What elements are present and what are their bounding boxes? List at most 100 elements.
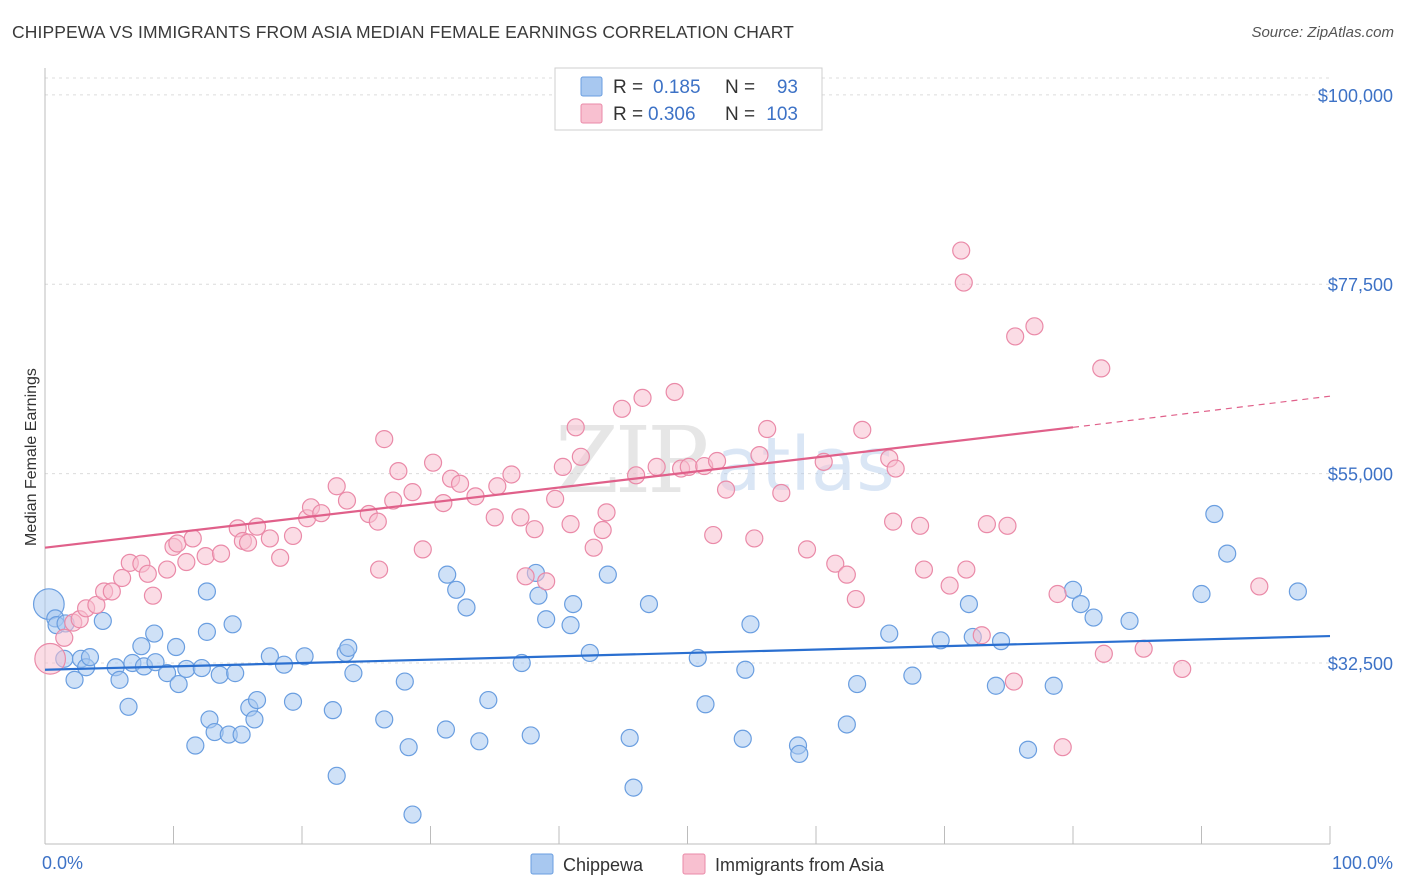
asia-point bbox=[571, 447, 590, 466]
chippewa-point bbox=[375, 710, 394, 729]
chippewa-point bbox=[232, 725, 251, 744]
asia-point bbox=[704, 525, 723, 545]
chippewa-point bbox=[986, 676, 1006, 695]
chippewa-point bbox=[197, 622, 217, 641]
chippewa-point bbox=[132, 637, 151, 656]
chippewa-point bbox=[395, 672, 414, 691]
asia-point bbox=[647, 457, 666, 476]
asia-point bbox=[271, 548, 290, 567]
chippewa-point bbox=[598, 565, 617, 584]
chippewa-point bbox=[245, 710, 264, 729]
asia-point bbox=[977, 515, 997, 534]
chippewa-point bbox=[848, 674, 867, 694]
asia-point bbox=[826, 554, 845, 573]
asia-point bbox=[403, 483, 422, 502]
asia-point bbox=[511, 508, 530, 527]
chippewa-point bbox=[1205, 504, 1224, 524]
asia-point bbox=[998, 516, 1017, 535]
chippewa-point bbox=[470, 732, 489, 751]
axes bbox=[44, 68, 1331, 845]
chippewa-point bbox=[323, 701, 342, 720]
chippewa-point bbox=[447, 580, 466, 599]
bottom-legend-asia: Immigrants from Asia bbox=[715, 855, 885, 875]
asia-point bbox=[168, 534, 187, 553]
asia-point bbox=[87, 595, 106, 615]
asia-point bbox=[238, 533, 258, 552]
chippewa-point bbox=[991, 632, 1011, 651]
chippewa-point bbox=[197, 582, 217, 601]
asia-point bbox=[434, 493, 453, 513]
legend: R = 0.185 N = 93 R = 0.306 N = 103 bbox=[554, 67, 823, 131]
chippewa-point bbox=[479, 690, 498, 710]
gridlines bbox=[45, 77, 1330, 664]
asia-point bbox=[561, 515, 580, 534]
asia-point bbox=[384, 491, 403, 510]
legend-r-label: R = bbox=[613, 77, 643, 98]
asia-point bbox=[183, 529, 202, 548]
chippewa-point bbox=[438, 565, 457, 584]
asia-point bbox=[488, 477, 507, 496]
asia-point bbox=[502, 465, 521, 484]
asia-point bbox=[413, 540, 432, 559]
chippewa-point bbox=[931, 631, 950, 650]
asia-point bbox=[1173, 659, 1192, 679]
asia-point bbox=[612, 399, 632, 418]
chippewa-point bbox=[1218, 544, 1237, 563]
asia-point bbox=[537, 572, 556, 591]
asia-point bbox=[423, 453, 443, 472]
asia-point bbox=[853, 420, 872, 439]
chippewa-point bbox=[741, 615, 760, 634]
asia-point bbox=[546, 489, 565, 508]
y-axis-label: Median Female Earnings bbox=[23, 368, 40, 546]
asia-point bbox=[707, 451, 727, 471]
asia-point bbox=[772, 483, 791, 503]
chippewa-point bbox=[561, 616, 580, 635]
chippewa-point bbox=[226, 664, 245, 683]
chippewa-point bbox=[1084, 608, 1103, 627]
chippewa-point bbox=[436, 720, 456, 739]
asia-point bbox=[940, 576, 959, 595]
asia-point bbox=[337, 491, 357, 510]
asia-point bbox=[883, 512, 903, 531]
chippewa-point bbox=[93, 611, 112, 631]
legend-r-value: 0.185 bbox=[653, 77, 701, 98]
asia-point bbox=[55, 628, 74, 647]
asia-point bbox=[312, 504, 331, 523]
y-tick-label: $77,500 bbox=[1328, 275, 1393, 295]
asia-point bbox=[1048, 584, 1067, 604]
bottom-legend-swatch-asia bbox=[682, 853, 706, 875]
asia-point bbox=[1250, 577, 1269, 596]
asia-trendline-extension bbox=[1072, 395, 1331, 428]
asia-point bbox=[1092, 359, 1111, 378]
asia-point bbox=[525, 520, 544, 539]
source-label: Source: ZipAtlas.com bbox=[1251, 24, 1394, 41]
chippewa-trendline bbox=[44, 634, 1331, 671]
asia-point bbox=[910, 516, 930, 535]
chippewa-point bbox=[512, 653, 531, 673]
asia-point bbox=[368, 512, 387, 531]
asia-point bbox=[846, 589, 865, 609]
bottom-legend-swatch-chippewa bbox=[530, 853, 554, 875]
legend-n-value: 93 bbox=[777, 77, 798, 98]
asia-trendline bbox=[44, 426, 1074, 549]
chippewa-point bbox=[344, 664, 363, 683]
legend-r-value: 0.306 bbox=[648, 104, 696, 125]
chippewa-point bbox=[399, 738, 418, 757]
legend-swatch-chippewa bbox=[580, 76, 603, 97]
asia-point bbox=[954, 273, 973, 292]
x-tick-label: 100.0% bbox=[1332, 853, 1393, 873]
legend-r-label: R = bbox=[613, 104, 643, 125]
chippewa-point bbox=[177, 659, 196, 679]
chippewa-point bbox=[327, 766, 346, 785]
asia-point bbox=[370, 560, 389, 579]
chippewa-point bbox=[521, 726, 540, 745]
chippewa-point bbox=[880, 624, 899, 643]
asia-point bbox=[750, 446, 769, 465]
chippewa-point bbox=[537, 610, 556, 629]
asia-point bbox=[516, 567, 535, 586]
y-tick-label: $100,000 bbox=[1318, 86, 1393, 106]
chippewa-point bbox=[186, 736, 205, 755]
asia-point bbox=[1053, 738, 1072, 757]
x-tick-label: 0.0% bbox=[42, 853, 83, 873]
asia-point bbox=[450, 474, 470, 493]
